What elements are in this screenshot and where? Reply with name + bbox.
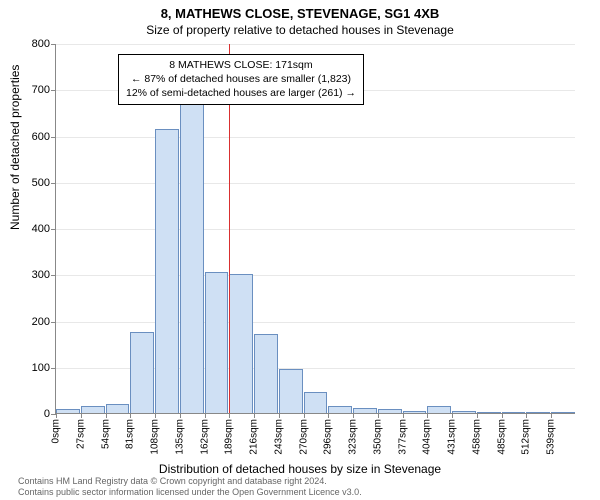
bar [328,406,352,413]
x-tick-label: 296sqm [323,413,334,455]
y-tick-mark [51,137,56,138]
bar [81,406,105,413]
bar [229,274,253,413]
y-tick-mark [51,44,56,45]
footer-line-2: Contains public sector information licen… [18,487,362,498]
bar [180,103,204,413]
bar [106,404,130,413]
bar [130,332,154,413]
x-tick-label: 162sqm [199,413,210,455]
callout-box: 8 MATHEWS CLOSE: 171sqm← 87% of detached… [118,54,364,105]
x-tick-label: 431sqm [447,413,458,455]
title-main: 8, MATHEWS CLOSE, STEVENAGE, SG1 4XB [0,0,600,21]
x-tick-label: 539sqm [546,413,557,455]
bar [254,334,278,413]
x-tick-label: 108sqm [150,413,161,455]
x-tick-label: 189sqm [224,413,235,455]
y-tick-mark [51,368,56,369]
y-tick-mark [51,183,56,184]
x-tick-label: 512sqm [521,413,532,455]
x-axis-label: Distribution of detached houses by size … [0,462,600,476]
x-tick-label: 54sqm [100,413,111,449]
y-tick-mark [51,322,56,323]
gridline [56,275,575,276]
footer-line-1: Contains HM Land Registry data © Crown c… [18,476,362,487]
bar [304,392,328,413]
y-axis-label: Number of detached properties [8,65,22,230]
callout-line-2: ← 87% of detached houses are smaller (1,… [126,72,356,86]
x-tick-label: 404sqm [422,413,433,455]
y-tick-mark [51,90,56,91]
gridline [56,229,575,230]
x-tick-label: 0sqm [51,413,62,443]
x-tick-label: 135sqm [174,413,185,455]
gridline [56,44,575,45]
x-tick-label: 270sqm [298,413,309,455]
x-tick-label: 485sqm [496,413,507,455]
x-tick-label: 81sqm [125,413,136,449]
chart-container: 01002003004005006007008000sqm27sqm54sqm8… [55,44,575,414]
bar [155,129,179,413]
gridline [56,322,575,323]
title-sub: Size of property relative to detached ho… [0,21,600,37]
x-tick-label: 323sqm [348,413,359,455]
x-tick-label: 27sqm [75,413,86,449]
x-tick-label: 350sqm [372,413,383,455]
x-tick-label: 458sqm [471,413,482,455]
y-tick-mark [51,275,56,276]
plot-area: 01002003004005006007008000sqm27sqm54sqm8… [55,44,575,414]
x-tick-label: 243sqm [273,413,284,455]
bar [427,406,451,413]
x-tick-label: 216sqm [249,413,260,455]
gridline [56,137,575,138]
y-tick-mark [51,229,56,230]
callout-line-1: 8 MATHEWS CLOSE: 171sqm [126,58,356,72]
footer-note: Contains HM Land Registry data © Crown c… [18,476,362,499]
bar [279,369,303,413]
x-tick-label: 377sqm [397,413,408,455]
bar [205,272,229,413]
callout-line-3: 12% of semi-detached houses are larger (… [126,86,356,100]
gridline [56,183,575,184]
